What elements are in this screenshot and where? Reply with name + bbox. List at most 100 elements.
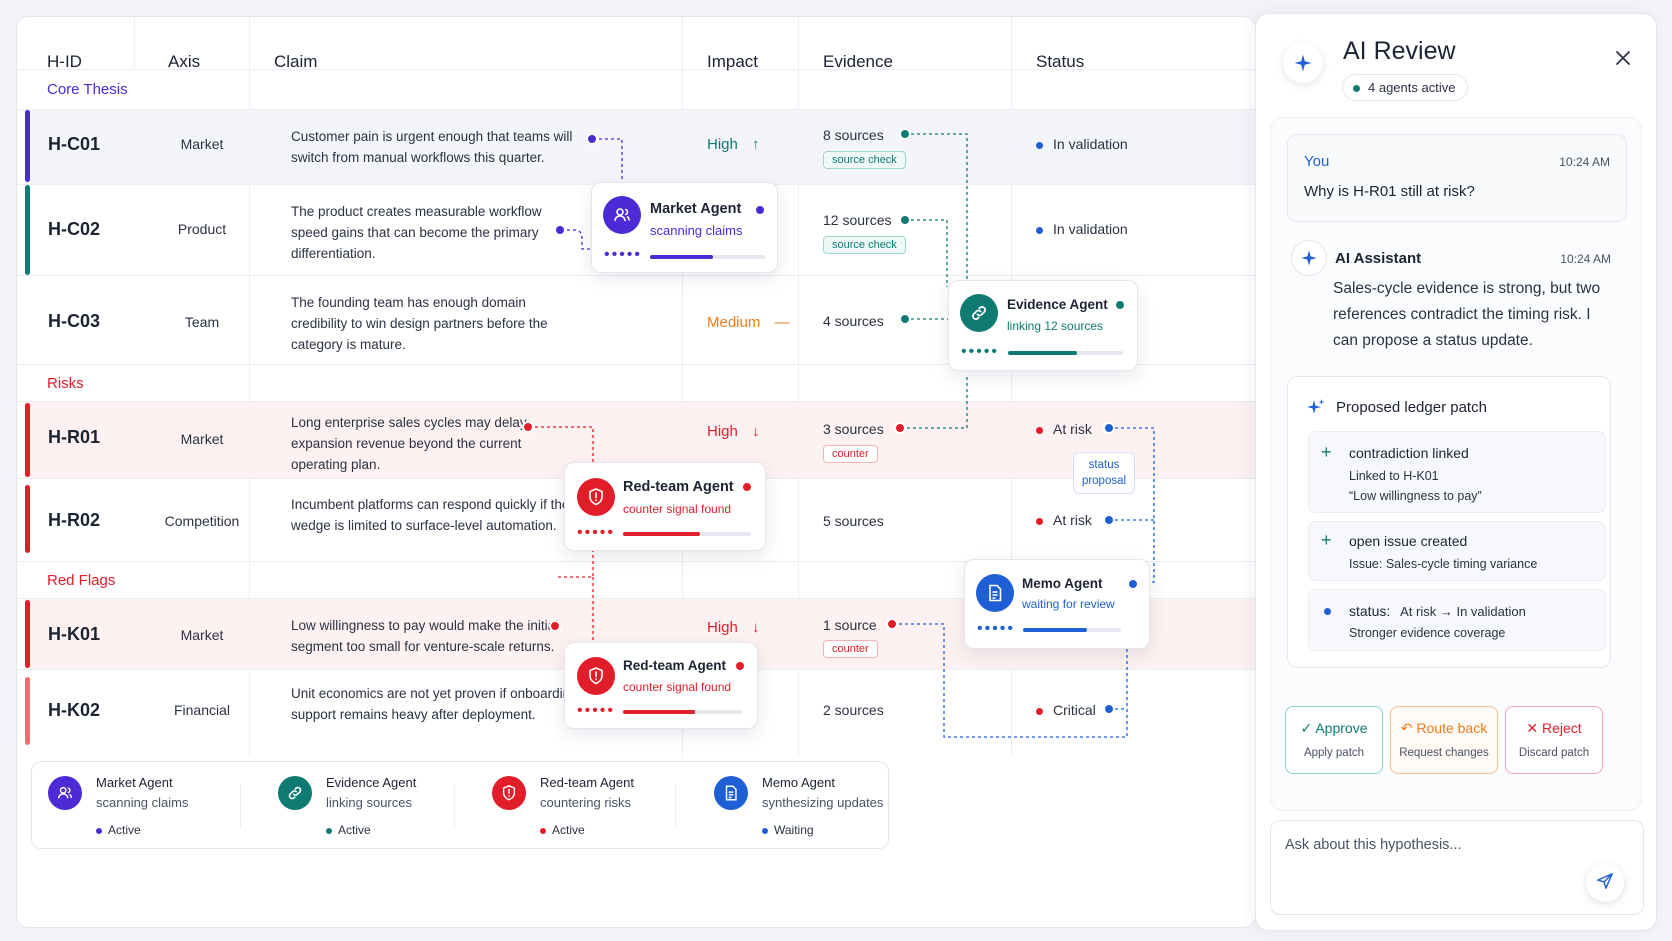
row-axis: Product	[177, 221, 227, 237]
hypothesis-table: H-ID Axis Claim Impact Evidence Status C…	[16, 16, 1256, 928]
evidence-count[interactable]: 3 sources	[823, 421, 884, 437]
sparkles-icon	[1306, 397, 1326, 422]
reject-button[interactable]: ✕ Reject Discard patch	[1505, 706, 1603, 774]
table-row[interactable]	[25, 110, 1255, 184]
evidence-count[interactable]: 5 sources	[823, 513, 884, 529]
patch-item[interactable]: + contradiction linked Linked to H-K01 “…	[1308, 431, 1606, 513]
source-check-badge[interactable]: source check	[823, 151, 906, 169]
shield-alert-icon	[577, 657, 615, 695]
connector-node[interactable]	[522, 421, 534, 433]
legend-item-market[interactable]: Market Agent scanning claims Active	[48, 772, 258, 842]
agents-active-badge: 4 agents active	[1342, 74, 1469, 101]
route-back-button[interactable]: ↶ Route back Request changes	[1390, 706, 1498, 774]
document-icon	[714, 776, 748, 810]
connector-node[interactable]	[894, 422, 906, 434]
progress-bar	[623, 710, 743, 714]
status-badge: In validation	[1036, 221, 1128, 237]
counter-badge[interactable]: counter	[823, 445, 878, 463]
patch-item[interactable]: status: At risk → In validation Stronger…	[1308, 589, 1606, 651]
check-icon: ✓	[1300, 720, 1313, 736]
row-claim: Customer pain is urgent enough that team…	[291, 129, 573, 165]
connector-node[interactable]	[886, 618, 898, 630]
status-indicator: Active	[540, 823, 585, 837]
connector-node[interactable]	[1103, 514, 1115, 526]
row-id: H-K02	[48, 700, 101, 720]
active-dot	[743, 483, 751, 491]
legend-item-evidence[interactable]: Evidence Agent linking sources Active	[278, 772, 488, 842]
evidence-count[interactable]: 1 source	[823, 617, 877, 633]
section-risks: Risks	[47, 375, 84, 392]
status-badge: Critical	[1036, 702, 1096, 718]
arrow-down-icon: ↓	[752, 619, 760, 636]
chat-input[interactable]	[1285, 837, 1585, 853]
bullet-icon	[1324, 608, 1331, 615]
memo-agent-card[interactable]: Memo Agent waiting for review •••••	[964, 559, 1150, 649]
row-axis: Market	[180, 136, 224, 152]
evidence-count[interactable]: 8 sources	[823, 127, 884, 143]
patch-item[interactable]: + open issue created Issue: Sales-cycle …	[1308, 521, 1606, 581]
evidence-count[interactable]: 12 sources	[823, 212, 892, 228]
section-core-thesis: Core Thesis	[47, 81, 128, 98]
column-header-status[interactable]: Status	[1036, 52, 1085, 71]
send-icon	[1596, 872, 1614, 895]
redteam-agent-card[interactable]: Red-team Agent counter signal found ••••…	[564, 642, 758, 729]
row-id: H-R02	[48, 510, 101, 530]
connector-node[interactable]	[1103, 703, 1115, 715]
connector-node[interactable]	[899, 313, 911, 325]
active-dot	[756, 206, 764, 214]
column-header-hid[interactable]: H-ID	[47, 52, 82, 71]
user-group-icon	[48, 776, 82, 810]
progress-bar	[1023, 628, 1121, 632]
impact-medium: Medium —	[707, 314, 790, 331]
plus-icon: +	[1321, 530, 1332, 550]
evidence-count[interactable]: 4 sources	[823, 313, 884, 329]
status-indicator: Active	[326, 823, 371, 837]
connector-node[interactable]	[899, 128, 911, 140]
active-dot	[736, 662, 744, 670]
source-check-badge[interactable]: source check	[823, 236, 906, 254]
progress-bar	[650, 255, 765, 259]
connector-node[interactable]	[554, 224, 566, 236]
connector-node[interactable]	[586, 133, 598, 145]
row-axis: Team	[184, 314, 220, 330]
legend-item-memo[interactable]: Memo Agent synthesizing updates Waiting	[714, 772, 924, 842]
chat-input-box[interactable]	[1270, 820, 1644, 915]
row-id: H-C03	[48, 311, 101, 331]
row-claim: The founding team has enough domain cred…	[291, 295, 548, 352]
connector-node[interactable]	[899, 214, 911, 226]
chat-area: You 10:24 AM Why is H-R01 still at risk?…	[1270, 117, 1642, 811]
progress-dots: •••••	[604, 246, 643, 263]
redteam-agent-card[interactable]: Red-team Agent counter signal found ••••…	[564, 462, 766, 551]
ledger-patch: Proposed ledger patch + contradiction li…	[1287, 376, 1611, 668]
arrow-up-icon: ↑	[752, 136, 760, 153]
status-indicator: Active	[96, 823, 141, 837]
approve-button[interactable]: ✓ Approve Apply patch	[1285, 706, 1383, 774]
status-proposal-tag[interactable]: status proposal	[1073, 452, 1135, 494]
close-icon[interactable]	[1613, 48, 1637, 72]
column-header-axis[interactable]: Axis	[168, 52, 201, 71]
row-axis: Competition	[164, 513, 240, 529]
row-claim: Unit economics are not yet proven if onb…	[291, 686, 578, 722]
evidence-agent-card[interactable]: Evidence Agent linking 12 sources •••••	[948, 280, 1138, 371]
row-axis: Market	[180, 431, 224, 447]
evidence-count[interactable]: 2 sources	[823, 702, 884, 718]
connector-node[interactable]	[549, 620, 561, 632]
send-button[interactable]	[1586, 864, 1624, 902]
status-badge: In validation	[1036, 136, 1128, 152]
column-header-claim[interactable]: Claim	[274, 52, 318, 71]
row-id: H-K01	[48, 624, 101, 644]
column-header-impact[interactable]: Impact	[707, 52, 759, 71]
column-header-evidence[interactable]: Evidence	[823, 52, 893, 71]
connector-node[interactable]	[1103, 422, 1115, 434]
progress-dots: •••••	[577, 702, 616, 719]
market-agent-card[interactable]: Market Agent scanning claims •••••	[591, 182, 778, 273]
counter-badge[interactable]: counter	[823, 640, 878, 658]
sparkle-icon	[1291, 240, 1327, 276]
link-icon	[960, 294, 998, 332]
row-claim: Low willingness to pay would make the in…	[291, 618, 559, 654]
row-claim: The product creates measurable workflow …	[291, 204, 542, 261]
panel-title: AI Review	[1343, 37, 1456, 65]
x-icon: ✕	[1526, 720, 1539, 736]
progress-dots: •••••	[977, 620, 1016, 637]
legend-item-redteam[interactable]: Red-team Agent countering risks Active	[492, 772, 702, 842]
